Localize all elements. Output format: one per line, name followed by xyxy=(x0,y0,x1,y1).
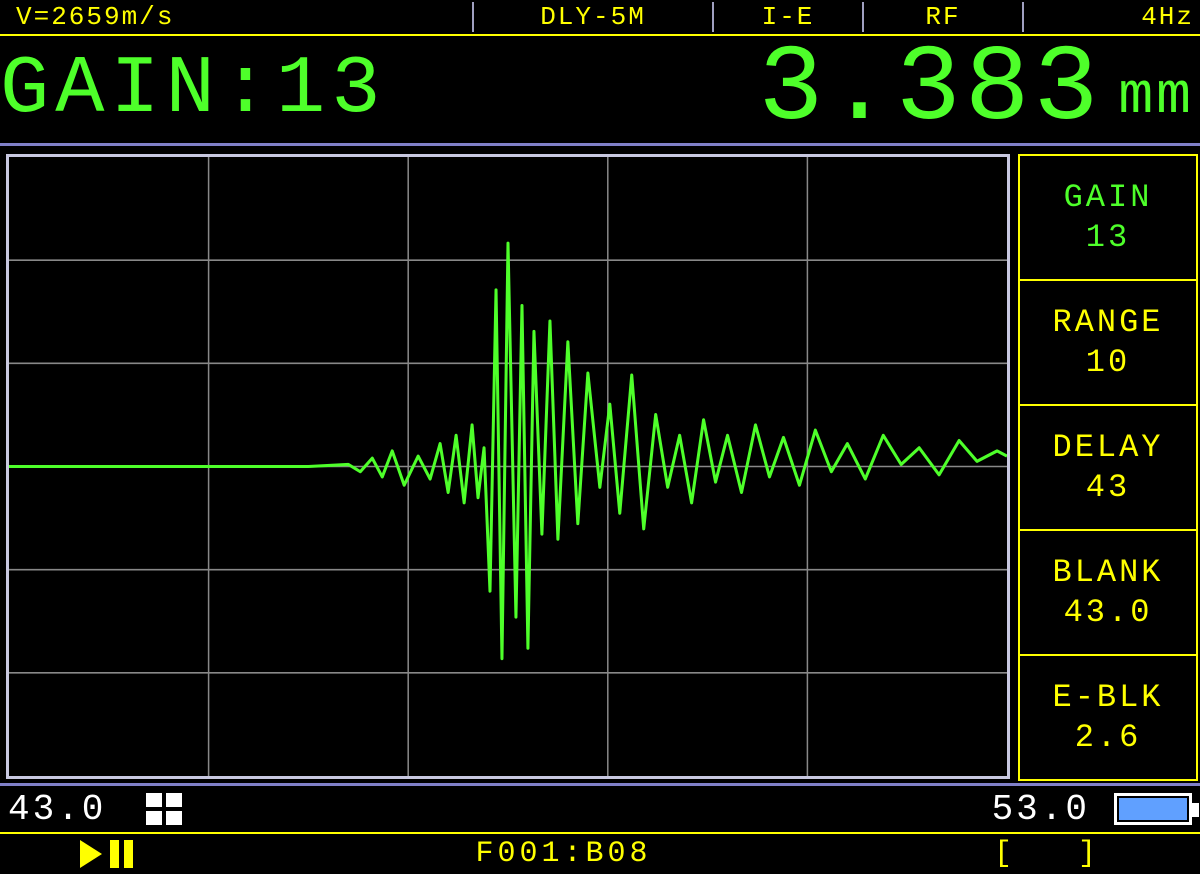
range-start-value: 43.0 xyxy=(8,789,106,830)
footer-bar-1: 43.0 53.0 xyxy=(0,786,1200,834)
param-label: RANGE xyxy=(1052,303,1163,343)
waveform-frame xyxy=(6,154,1010,779)
thickness-unit: mm xyxy=(1118,65,1194,130)
mode-readout: I-E xyxy=(714,2,864,32)
parameter-panel: GAIN13RANGE10DELAY43BLANK43.0E-BLK2.6 xyxy=(1010,154,1200,783)
gain-label: GAIN: xyxy=(0,49,276,131)
main-reading-row: GAIN: 13 3.383 mm xyxy=(0,36,1200,146)
thickness-value: 3.383 xyxy=(758,36,1102,144)
param-value: 2.6 xyxy=(1075,718,1142,758)
waveform-display xyxy=(9,157,1007,776)
param-value: 43 xyxy=(1086,468,1130,508)
param-label: DELAY xyxy=(1052,428,1163,468)
selection-brackets: [ ] xyxy=(994,837,1120,871)
dly-readout: DLY-5M xyxy=(474,2,714,32)
gain-display: GAIN: 13 xyxy=(0,49,386,131)
param-blank[interactable]: BLANK43.0 xyxy=(1018,529,1198,656)
param-label: BLANK xyxy=(1052,553,1163,593)
thickness-display: 3.383 mm xyxy=(758,36,1194,144)
play-pause-indicator[interactable] xyxy=(80,840,133,868)
param-gain[interactable]: GAIN13 xyxy=(1018,154,1198,281)
param-label: GAIN xyxy=(1064,178,1153,218)
rate-readout: 4Hz xyxy=(1024,2,1194,32)
gain-value: 13 xyxy=(276,49,386,131)
play-icon xyxy=(80,840,102,868)
param-range[interactable]: RANGE10 xyxy=(1018,279,1198,406)
battery-icon xyxy=(1114,793,1192,825)
param-label: E-BLK xyxy=(1052,678,1163,718)
param-e-blk[interactable]: E-BLK2.6 xyxy=(1018,654,1198,781)
view-grid-icon[interactable] xyxy=(146,793,182,825)
center-area: GAIN13RANGE10DELAY43BLANK43.0E-BLK2.6 xyxy=(0,154,1200,786)
footer-bar-2: F001:B08 [ ] xyxy=(0,834,1200,874)
param-value: 13 xyxy=(1086,218,1130,258)
param-value: 10 xyxy=(1086,343,1130,383)
param-delay[interactable]: DELAY43 xyxy=(1018,404,1198,531)
range-end-value: 53.0 xyxy=(992,789,1090,830)
file-position: F001:B08 xyxy=(475,837,651,871)
rf-readout: RF xyxy=(864,2,1024,32)
pause-icon xyxy=(110,840,133,868)
param-value: 43.0 xyxy=(1064,593,1153,633)
velocity-readout: V=2659m/s xyxy=(6,2,474,32)
